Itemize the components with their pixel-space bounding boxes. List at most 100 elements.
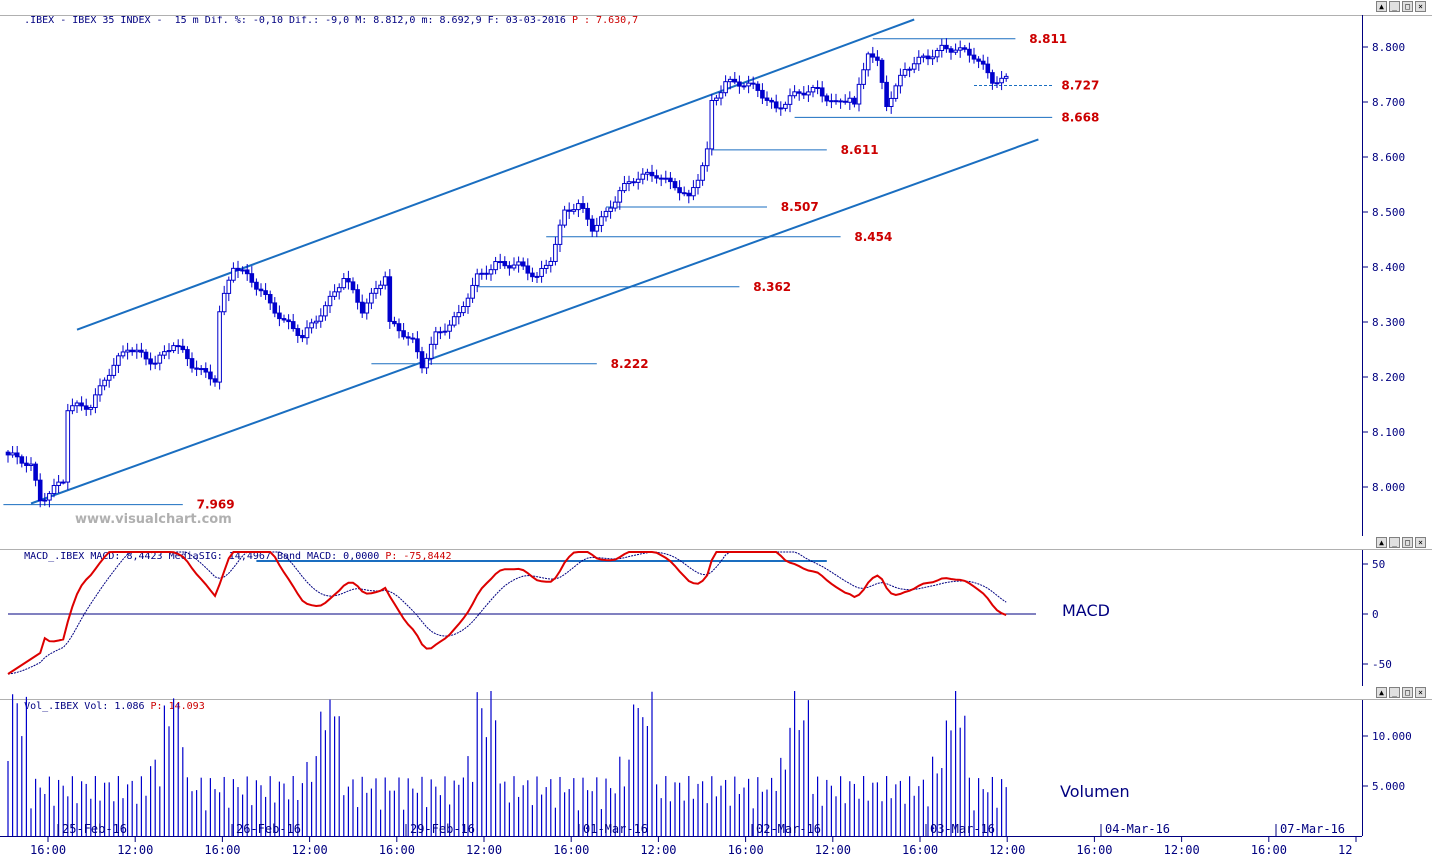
candle-body [28,463,34,467]
date-label: 01-Mar-16 [583,822,648,836]
candle-body [511,264,517,269]
candle-body [999,77,1004,84]
price-pane-header: .IBEX - IBEX 35 INDEX - 15 m Dif. %: -0,… [0,0,1432,26]
candle-body [640,173,646,180]
volume-pane-header: Vol_.IBEX Vol: 1.086 P: 14.093 [0,686,1432,712]
candle-body [727,78,733,83]
candle-body [990,72,995,84]
candle-body [392,320,397,325]
candle-body [355,289,360,303]
candle-body [162,351,167,356]
candle-body [888,97,894,107]
candle-body [240,269,245,272]
candle-body [42,499,48,502]
macd-close-button[interactable]: × [1415,537,1426,548]
price-scroll-up-button[interactable]: ▲ [1376,1,1387,12]
time-label: 16:00 [30,843,66,857]
candle-body [65,410,71,483]
macd-chart[interactable]: 50 0 -50 MACD [0,536,1432,686]
candle-body [479,272,485,275]
candle-body [313,320,319,324]
candle-body [143,351,149,360]
candle-body [750,82,756,85]
price-chart[interactable]: 8.811 8.727 8.668 8.611 8.507 8.454 8.362 8.222… [0,0,1432,536]
candle-body [401,330,406,338]
candle-body [612,201,618,209]
time-label: 12:00 [292,843,328,857]
candle-body [254,281,259,290]
candle-body [185,349,190,360]
time-label: 16:00 [728,843,764,857]
macd-axis-label: 0 [1372,608,1379,621]
candle-body [631,181,636,184]
candle-body [599,216,604,226]
price-minimize-button[interactable]: _ [1389,1,1400,12]
candle-body [286,319,291,323]
candle-body [953,49,958,53]
candle-body [658,177,664,180]
candle-body [645,171,650,175]
candle-body [152,362,158,365]
candle-body [732,78,738,83]
macd-maximize-button[interactable]: □ [1402,537,1413,548]
macd-line [7,551,1007,675]
volume-chart[interactable]: 10.000 5.000 25-Feb-16 26-Feb-16 29-Feb-16 0… [0,686,1432,857]
candle-body [194,367,199,370]
date-label: 26-Feb-16 [236,822,301,836]
time-label: 12 [1338,843,1352,857]
time-label: 16:00 [1251,843,1287,857]
candle-body [332,291,337,297]
candle-body [695,179,701,189]
price-pane: .IBEX - IBEX 35 INDEX - 15 m Dif. %: -0,… [0,0,1432,536]
volume-pane-label: Volumen [1060,782,1130,801]
candle-body [249,273,255,283]
candle-body [617,190,623,203]
candle-body [557,224,563,245]
candle-body [875,56,880,61]
time-label: 12:00 [1164,843,1200,857]
level-label: 8.727 [1061,79,1099,93]
candle-body [14,452,20,458]
candle-body [893,85,899,99]
signal-line [7,551,1007,675]
candle-body [668,177,673,183]
candle-body [359,301,365,314]
price-axis-label: 8.800 [1372,41,1405,54]
candle-body [801,92,807,96]
candle-body [309,322,314,329]
candle-body [139,349,144,353]
macd-scroll-up-button[interactable]: ▲ [1376,537,1387,548]
time-label: 16:00 [204,843,240,857]
candle-body [516,261,521,266]
candle-body [976,58,981,62]
candle-body [962,47,968,50]
candle-body [447,324,452,332]
level-label: 8.668 [1061,110,1099,124]
candle-body [948,48,954,53]
volume-window-buttons: ▲ _ □ × [1376,687,1426,698]
candle-body [203,368,209,373]
macd-header-p: P: -75,8442 [385,551,452,562]
candle-body [994,82,1000,85]
time-label: 12:00 [989,843,1025,857]
candle-body [120,351,126,357]
volume-minimize-button[interactable]: _ [1389,687,1400,698]
price-maximize-button[interactable]: □ [1402,1,1413,12]
candle-body [672,181,678,189]
candle-body [378,284,383,290]
volume-scroll-up-button[interactable]: ▲ [1376,687,1387,698]
candle-body [681,192,687,195]
candle-body [980,60,986,65]
candle-body [493,261,498,271]
candle-body [369,292,374,304]
candle-body [520,261,526,267]
candle-body [327,295,333,307]
candle-body [686,192,692,197]
candle-body [465,297,471,308]
volume-maximize-button[interactable]: □ [1402,687,1413,698]
candle-body [281,318,287,321]
candle-body [373,288,379,294]
price-close-button[interactable]: × [1415,1,1426,12]
volume-close-button[interactable]: × [1415,687,1426,698]
macd-minimize-button[interactable]: _ [1389,537,1400,548]
